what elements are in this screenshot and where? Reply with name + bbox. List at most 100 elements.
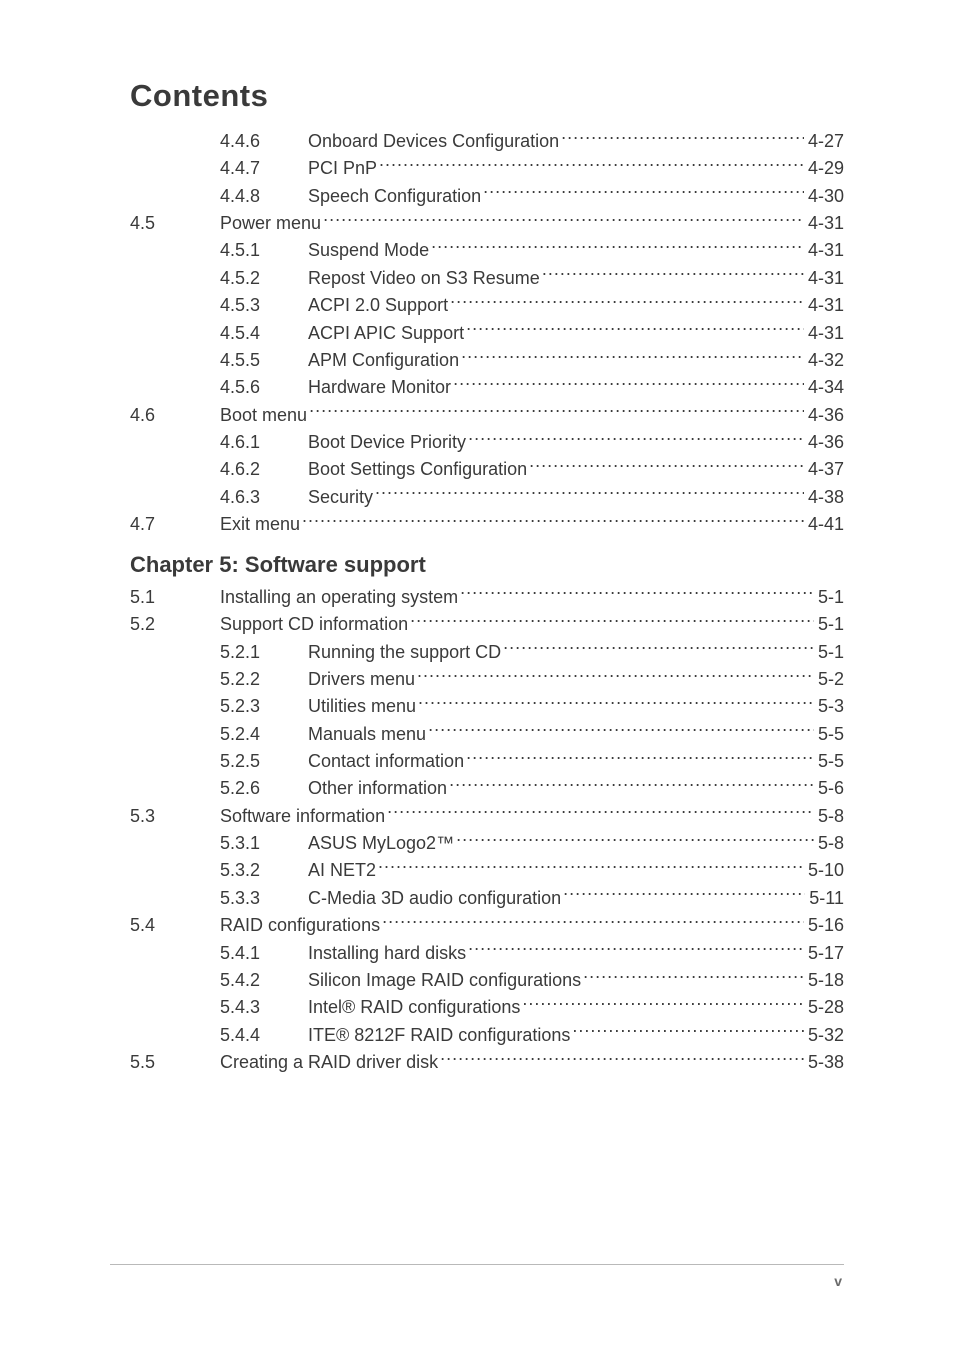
footer-divider: [110, 1264, 844, 1265]
toc-row: 5.2.5Contact information 5-5: [130, 748, 844, 775]
toc-subsection-number: 5.4.2: [220, 967, 308, 994]
toc-leader-dots: [459, 348, 804, 366]
toc-page-number: 4-31: [804, 320, 844, 347]
toc-subsection-number: 4.5.5: [220, 347, 308, 374]
toc-leader-dots: [307, 403, 804, 421]
toc-row: 4.5Power menu 4-31: [130, 210, 844, 237]
toc-leader-dots: [376, 858, 804, 876]
toc-entry-label: Suspend Mode: [308, 237, 429, 264]
toc-entry-label: RAID configurations: [220, 912, 380, 939]
toc-subsection-number: 4.5.2: [220, 265, 308, 292]
document-page: Contents 4.4.6Onboard Devices Configurat…: [0, 0, 954, 1351]
toc-row: 4.4.6Onboard Devices Configuration 4-27: [130, 128, 844, 155]
toc-row: 5.3.2AI NET2 5-10: [130, 857, 844, 884]
toc-entry-label: Boot Settings Configuration: [308, 456, 527, 483]
toc-section-number: 4.5: [130, 210, 220, 237]
toc-row: 4.5.2Repost Video on S3 Resume 4-31: [130, 265, 844, 292]
toc-leader-dots: [451, 375, 804, 393]
toc-page-number: 4-31: [804, 210, 844, 237]
toc-page-number: 5-11: [805, 885, 844, 912]
toc-entry-label: Hardware Monitor: [308, 374, 451, 401]
toc-leader-dots: [377, 156, 804, 174]
page-title: Contents: [130, 78, 844, 114]
table-of-contents: 4.4.6Onboard Devices Configuration 4-274…: [130, 128, 844, 1076]
toc-leader-dots: [321, 211, 804, 229]
toc-row: 4.6.1Boot Device Priority 4-36: [130, 429, 844, 456]
toc-leader-dots: [570, 1023, 804, 1041]
toc-row: 5.4.3Intel® RAID configurations 5-28: [130, 994, 844, 1021]
toc-subsection-number: 5.3.3: [220, 885, 308, 912]
toc-entry-label: C-Media 3D audio configuration: [308, 885, 561, 912]
toc-row: 5.2.3Utilities menu 5-3: [130, 693, 844, 720]
toc-entry-label: Drivers menu: [308, 666, 415, 693]
toc-subsection-number: 5.2.6: [220, 775, 308, 802]
footer-page-number: v: [834, 1273, 842, 1289]
toc-row: 5.2Support CD information 5-1: [130, 611, 844, 638]
toc-entry-label: Other information: [308, 775, 447, 802]
toc-leader-dots: [380, 913, 804, 931]
toc-page-number: 4-29: [804, 155, 844, 182]
toc-page-number: 5-1: [814, 639, 844, 666]
toc-leader-dots: [464, 321, 804, 339]
toc-entry-label: Boot menu: [220, 402, 307, 429]
toc-subsection-number: 4.5.1: [220, 237, 308, 264]
toc-row: 5.3.1ASUS MyLogo2™ 5-8: [130, 830, 844, 857]
toc-entry-label: Silicon Image RAID configurations: [308, 967, 581, 994]
toc-leader-dots: [466, 941, 804, 959]
toc-row: 5.4.4ITE® 8212F RAID configurations 5-32: [130, 1022, 844, 1049]
toc-leader-dots: [464, 749, 814, 767]
toc-leader-dots: [581, 968, 804, 986]
toc-row: 5.3Software information 5-8: [130, 803, 844, 830]
toc-subsection-number: 5.2.1: [220, 639, 308, 666]
toc-page-number: 5-38: [804, 1049, 844, 1076]
toc-page-number: 5-17: [804, 940, 844, 967]
toc-entry-label: Installing hard disks: [308, 940, 466, 967]
toc-leader-dots: [438, 1050, 804, 1068]
toc-subsection-number: 5.2.5: [220, 748, 308, 775]
toc-leader-dots: [501, 640, 814, 658]
toc-page-number: 5-8: [814, 803, 844, 830]
toc-subsection-number: 4.6.1: [220, 429, 308, 456]
toc-subsection-number: 4.6.3: [220, 484, 308, 511]
toc-entry-label: Software information: [220, 803, 385, 830]
toc-subsection-number: 4.6.2: [220, 456, 308, 483]
toc-row: 4.4.8Speech Configuration 4-30: [130, 183, 844, 210]
toc-row: 5.2.4Manuals menu 5-5: [130, 721, 844, 748]
toc-page-number: 4-31: [804, 292, 844, 319]
toc-page-number: 5-5: [814, 748, 844, 775]
toc-row: 4.6.2Boot Settings Configuration 4-37: [130, 456, 844, 483]
toc-entry-label: ACPI APIC Support: [308, 320, 464, 347]
toc-row: 5.3.3C-Media 3D audio configuration 5-11: [130, 885, 844, 912]
toc-page-number: 5-3: [814, 693, 844, 720]
toc-leader-dots: [385, 804, 814, 822]
toc-subsection-number: 5.2.3: [220, 693, 308, 720]
toc-subsection-number: 4.5.6: [220, 374, 308, 401]
toc-page-number: 5-28: [804, 994, 844, 1021]
toc-page-number: 4-36: [804, 429, 844, 456]
toc-row: 4.5.5APM Configuration 4-32: [130, 347, 844, 374]
toc-entry-label: Exit menu: [220, 511, 300, 538]
toc-page-number: 5-2: [814, 666, 844, 693]
toc-row: 5.2.6Other information 5-6: [130, 775, 844, 802]
toc-subsection-number: 4.5.4: [220, 320, 308, 347]
toc-page-number: 5-16: [804, 912, 844, 939]
toc-leader-dots: [426, 722, 814, 740]
toc-row: 4.6.3Security 4-38: [130, 484, 844, 511]
toc-leader-dots: [466, 430, 804, 448]
toc-subsection-number: 5.3.1: [220, 830, 308, 857]
toc-entry-label: Utilities menu: [308, 693, 416, 720]
toc-section-number: 5.4: [130, 912, 220, 939]
toc-entry-label: Running the support CD: [308, 639, 501, 666]
toc-section-number: 5.5: [130, 1049, 220, 1076]
toc-page-number: 4-27: [804, 128, 844, 155]
toc-leader-dots: [561, 886, 805, 904]
toc-subsection-number: 4.4.8: [220, 183, 308, 210]
toc-entry-label: APM Configuration: [308, 347, 459, 374]
toc-subsection-number: 5.4.1: [220, 940, 308, 967]
chapter-heading: Chapter 5: Software support: [130, 548, 844, 581]
toc-section-number: 5.1: [130, 584, 220, 611]
toc-entry-label: Intel® RAID configurations: [308, 994, 520, 1021]
toc-leader-dots: [527, 457, 804, 475]
toc-leader-dots: [520, 995, 804, 1013]
toc-page-number: 5-1: [814, 584, 844, 611]
